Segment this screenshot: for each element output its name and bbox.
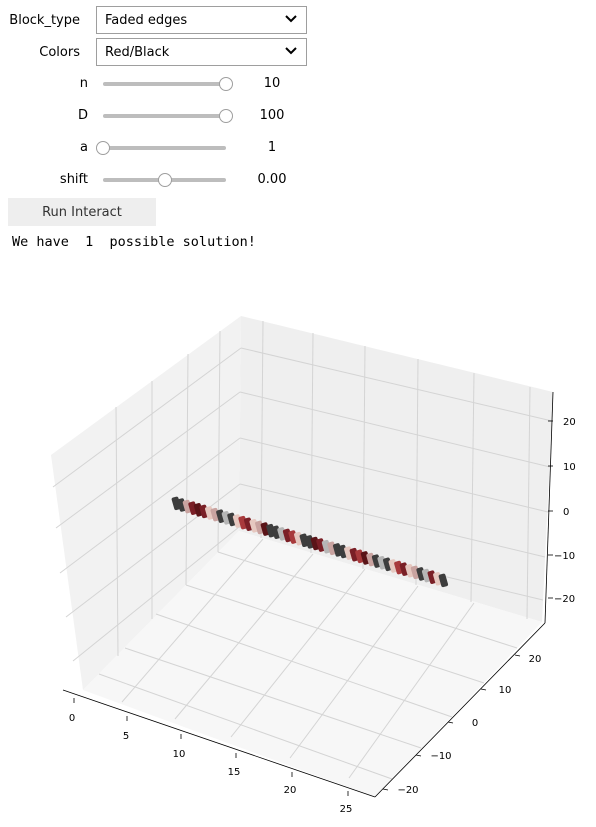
x-tick-label: 20 — [284, 785, 297, 796]
z-tick-label: −10 — [554, 551, 575, 562]
slider-n-label: n — [79, 76, 88, 91]
x-tick-label: 5 — [123, 731, 129, 742]
block-type-select[interactable]: Faded edges — [96, 6, 307, 34]
slider-n-value[interactable]: 10 — [263, 76, 281, 91]
grid-lines — [52, 320, 553, 780]
slider-d-value[interactable]: 100 — [259, 108, 285, 123]
slider-n-thumb[interactable] — [219, 77, 233, 91]
slider-shift-value[interactable]: 0.00 — [257, 172, 287, 187]
slider-shift-thumb[interactable] — [157, 173, 172, 187]
z-tick-labels: 20 10 0 −10 −20 — [554, 417, 576, 605]
y-tick-label: 20 — [529, 654, 542, 665]
x-tick-label: 10 — [173, 749, 186, 760]
x-tick-label: 0 — [69, 713, 75, 724]
run-interact-button[interactable]: Run Interact — [8, 198, 156, 226]
y-tick-label: 10 — [499, 685, 512, 696]
block — [438, 573, 449, 588]
colors-value: Red/Black — [105, 44, 170, 60]
y-tick-label: 0 — [472, 718, 478, 729]
x-tick-labels: 0 5 10 15 20 25 — [69, 713, 353, 815]
y-tick-labels: 20 10 0 −10 −20 — [397, 654, 541, 796]
block-chain — [171, 496, 449, 588]
x-tick-label: 25 — [340, 804, 353, 815]
z-tick-label: −20 — [554, 594, 575, 605]
x-tick-label: 15 — [228, 767, 241, 778]
output-message: We have 1 possible solution! — [12, 234, 256, 250]
slider-shift-label: shift — [59, 172, 88, 187]
slider-a-value[interactable]: 1 — [267, 140, 277, 155]
y-tick-label: −10 — [430, 751, 451, 762]
block-type-value: Faded edges — [105, 12, 188, 28]
slider-d-label: D — [77, 108, 88, 123]
chevron-down-icon — [285, 15, 297, 23]
slider-a-track[interactable] — [103, 146, 226, 150]
slider-d-track[interactable] — [103, 114, 226, 118]
y-tick-label: −20 — [397, 785, 418, 796]
block-type-label: Block_type — [9, 12, 80, 28]
tick-marks — [73, 420, 553, 796]
floor-pane — [83, 531, 542, 797]
block-type-row: Block_type — [0, 6, 310, 34]
colors-row: Colors — [0, 38, 310, 66]
z-tick-label: 10 — [563, 462, 576, 473]
left-pane — [51, 316, 241, 690]
slider-a-label: a — [80, 140, 88, 155]
slider-n-track[interactable] — [103, 82, 226, 86]
slider-d-thumb[interactable] — [219, 109, 233, 123]
colors-select[interactable]: Red/Black — [96, 38, 307, 66]
colors-label: Colors — [39, 44, 80, 60]
z-tick-label: 20 — [563, 417, 576, 428]
axis-lines — [62, 391, 554, 798]
chevron-down-icon — [285, 47, 297, 55]
z-tick-label: 0 — [563, 507, 569, 518]
slider-a-thumb[interactable] — [96, 141, 110, 155]
3d-plot: 0 5 10 15 20 25 20 10 0 −10 −20 20 10 0 … — [51, 316, 576, 815]
